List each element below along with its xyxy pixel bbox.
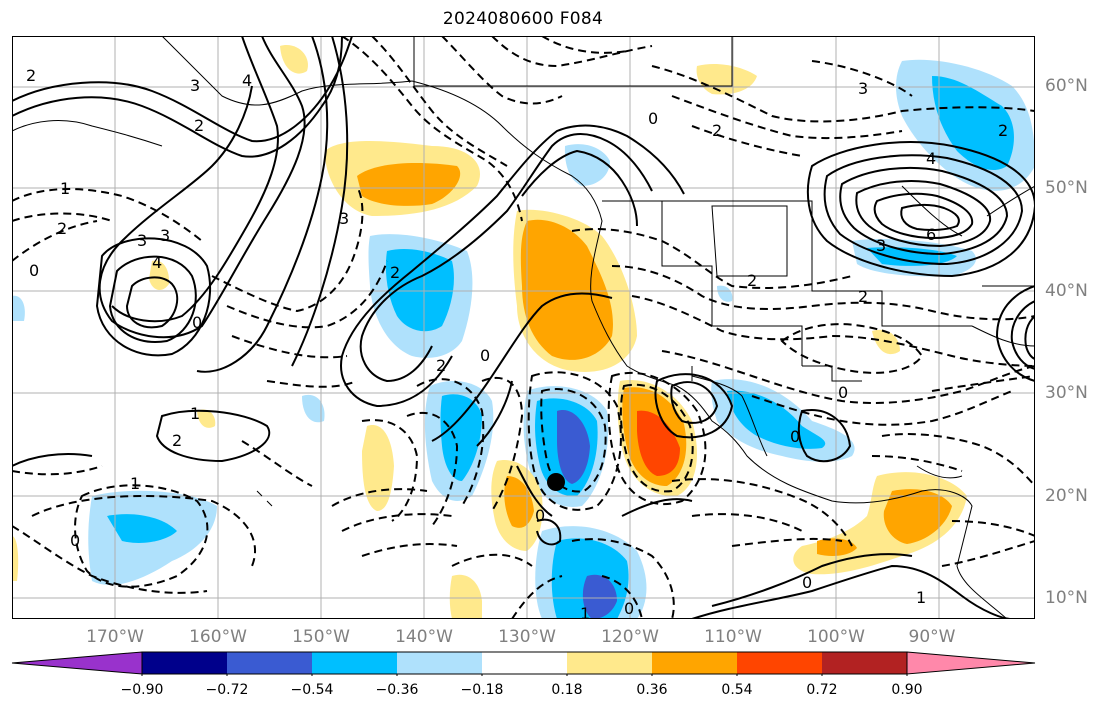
dashed-contours bbox=[12, 36, 1035, 619]
colorbar-segment bbox=[142, 652, 227, 674]
colorbar-tick-label: −0.72 bbox=[205, 682, 249, 698]
anomaly-shading bbox=[12, 45, 1035, 619]
contour-labels: 2 1 2 3 3 0 4 2 1 2 3 4 0 3 2 2 0 0 1 0 … bbox=[26, 66, 1008, 619]
colorbar-segment bbox=[567, 652, 652, 674]
colorbar-tick-label: −0.36 bbox=[375, 682, 419, 698]
contour-label: 1 bbox=[130, 474, 140, 493]
contour-label: 6 bbox=[926, 225, 936, 244]
contour-label: 0 bbox=[29, 261, 39, 280]
contour-label: 0 bbox=[480, 346, 490, 365]
colorbar-tick-label: 0.18 bbox=[551, 682, 583, 698]
contour-label: 2 bbox=[172, 431, 182, 450]
colorbar-segment bbox=[822, 652, 907, 674]
lat-label-10n: 10°N bbox=[1045, 588, 1088, 608]
lat-label-30n: 30°N bbox=[1045, 383, 1088, 403]
contour-label: 0 bbox=[192, 313, 202, 332]
contour-label: 0 bbox=[790, 427, 800, 446]
contour-label: 4 bbox=[926, 149, 936, 168]
contour-label: 2 bbox=[26, 66, 36, 85]
lon-label-150w: 150°W bbox=[292, 627, 350, 647]
colorbar-segment bbox=[11, 651, 143, 675]
contour-label: 3 bbox=[190, 76, 200, 95]
contour-label: 1 bbox=[190, 404, 200, 423]
lon-label-140w: 140°W bbox=[395, 627, 453, 647]
contour-label: 2 bbox=[57, 219, 67, 238]
contour-label: 4 bbox=[242, 71, 252, 90]
lat-label-40n: 40°N bbox=[1045, 281, 1088, 301]
contour-label: 0 bbox=[535, 506, 545, 525]
contour-label: 3 bbox=[858, 79, 868, 98]
colorbar-tick-label: 0.90 bbox=[891, 682, 923, 698]
colorbar-segment bbox=[227, 652, 312, 674]
lat-label-60n: 60°N bbox=[1045, 76, 1088, 96]
colorbar-tick-label: 0.54 bbox=[721, 682, 753, 698]
contour-label: 3 bbox=[137, 231, 147, 250]
solid-contours bbox=[12, 36, 1035, 619]
contour-label: 2 bbox=[858, 287, 868, 306]
contour-label: 0 bbox=[70, 531, 80, 550]
contour-label: 2 bbox=[436, 356, 446, 375]
contour-label: 3 bbox=[876, 236, 886, 255]
colorbar-tick-label: 0.72 bbox=[806, 682, 838, 698]
contour-label: 3 bbox=[339, 209, 349, 228]
contour-label: 2 bbox=[998, 121, 1008, 140]
contour-label: 3 bbox=[160, 226, 170, 245]
lon-label-100w: 100°W bbox=[807, 627, 865, 647]
lon-label-120w: 120°W bbox=[601, 627, 659, 647]
lon-label-110w: 110°W bbox=[704, 627, 762, 647]
contour-label: 2 bbox=[194, 116, 204, 135]
contour-label: 2 bbox=[747, 271, 757, 290]
map-panel: 2 1 2 3 3 0 4 2 1 2 3 4 0 3 2 2 0 0 1 0 … bbox=[12, 36, 1035, 619]
contour-label: 0 bbox=[838, 383, 848, 402]
colorbar-segment bbox=[397, 652, 482, 674]
map-title: 2024080600 F084 bbox=[442, 9, 604, 29]
map-frame bbox=[12, 36, 1035, 619]
contour-label: 0 bbox=[802, 573, 812, 592]
contour-label: 4 bbox=[152, 253, 162, 272]
lon-label-170w: 170°W bbox=[86, 627, 144, 647]
contour-label: 1 bbox=[580, 604, 590, 619]
contour-label: 1 bbox=[60, 179, 70, 198]
colorbar-tick-label: 0.36 bbox=[636, 682, 668, 698]
lat-label-50n: 50°N bbox=[1045, 178, 1088, 198]
colorbar-tick-label: −0.90 bbox=[120, 682, 164, 698]
contour-label: 1 bbox=[916, 588, 926, 607]
colorbar bbox=[11, 651, 1036, 676]
contour-label: 0 bbox=[624, 599, 634, 618]
colorbar-segment bbox=[906, 651, 1036, 675]
contour-label: 2 bbox=[390, 263, 400, 282]
colorbar-segment bbox=[652, 652, 737, 674]
lat-label-20n: 20°N bbox=[1045, 486, 1088, 506]
colorbar-tick-label: −0.54 bbox=[290, 682, 334, 698]
lon-label-90w: 90°W bbox=[908, 627, 956, 647]
colorbar-segment bbox=[737, 652, 822, 674]
colorbar-tick-label: −0.18 bbox=[460, 682, 504, 698]
storm-center-marker bbox=[547, 473, 565, 491]
contour-label: 0 bbox=[648, 109, 658, 128]
colorbar-segment bbox=[482, 652, 567, 674]
contour-label: 2 bbox=[712, 121, 722, 140]
lon-label-130w: 130°W bbox=[498, 627, 556, 647]
colorbar-segment bbox=[312, 652, 397, 674]
lon-label-160w: 160°W bbox=[189, 627, 247, 647]
